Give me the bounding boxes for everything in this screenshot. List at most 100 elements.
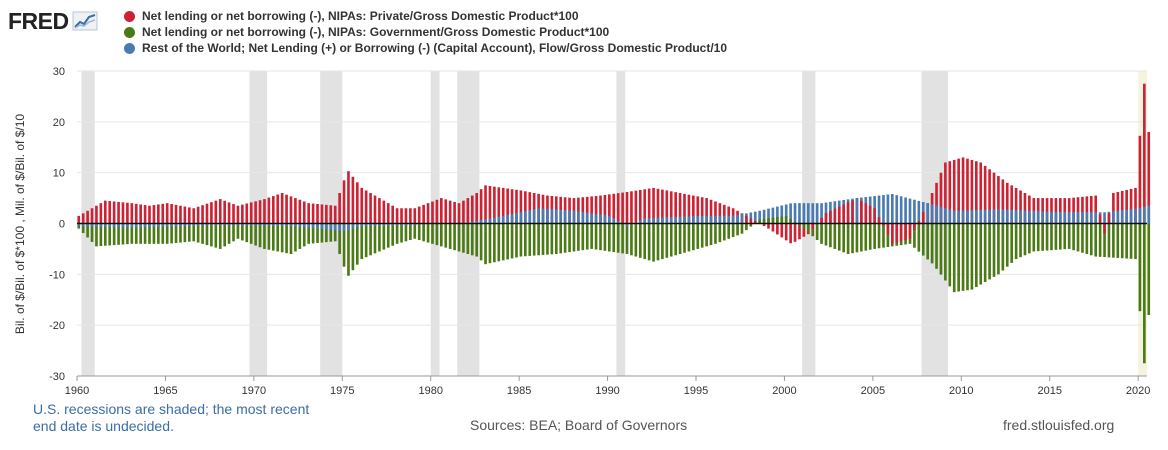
bar-rest-of-world: [139, 223, 142, 228]
bar-rest-of-world: [917, 200, 921, 224]
bar-government: [1050, 223, 1053, 251]
bar-rest-of-world: [1050, 211, 1053, 224]
bar-private: [1036, 198, 1040, 224]
bar-government: [563, 223, 567, 253]
bar-private: [793, 223, 797, 242]
fred-logo[interactable]: FRED: [8, 6, 98, 36]
bar-private: [904, 223, 907, 241]
bar-rest-of-world: [258, 223, 262, 226]
bar-rest-of-world: [391, 223, 395, 226]
bar-rest-of-world: [753, 211, 757, 224]
bar-government: [271, 223, 275, 251]
bar-private: [789, 223, 792, 244]
bar-government: [714, 223, 717, 244]
bar-government: [837, 223, 841, 251]
bar-rest-of-world: [400, 223, 403, 226]
bar-private: [957, 158, 960, 224]
bar-government: [806, 223, 810, 233]
bar-rest-of-world: [908, 198, 912, 224]
chart-bars: [77, 83, 1151, 364]
bar-private: [753, 220, 757, 224]
bar-rest-of-world: [608, 215, 611, 224]
bar-rest-of-world: [616, 220, 620, 224]
bar-government: [386, 223, 390, 248]
x-tick-label: 1995: [684, 385, 708, 397]
bar-private: [112, 201, 116, 224]
bar-private: [484, 185, 487, 224]
bar-rest-of-world: [585, 212, 589, 224]
bar-rest-of-world: [983, 209, 987, 224]
bar-rest-of-world: [1143, 206, 1146, 224]
bar-private: [470, 195, 474, 224]
bar-rest-of-world: [1112, 211, 1115, 224]
bar-government: [771, 217, 775, 224]
bar-private: [249, 202, 253, 224]
bar-government: [1005, 223, 1009, 267]
bar-government: [422, 223, 425, 242]
bar-private: [1085, 196, 1089, 224]
bar-government: [276, 223, 280, 252]
bar-rest-of-world: [325, 223, 328, 230]
bar-government: [316, 223, 319, 243]
bar-rest-of-world: [1010, 209, 1014, 224]
bar-private: [413, 208, 417, 224]
site-link[interactable]: fred.stlouisfed.org: [1003, 417, 1115, 433]
bar-rest-of-world: [1147, 205, 1151, 224]
bar-government: [608, 223, 611, 252]
bar-government: [590, 223, 593, 249]
bar-rest-of-world: [395, 223, 399, 226]
bar-private: [117, 201, 120, 224]
bar-government: [81, 223, 85, 234]
bar-government: [431, 223, 434, 244]
bar-private: [347, 171, 350, 224]
bar-private: [612, 193, 616, 224]
bar-government: [311, 223, 315, 244]
bar-rest-of-world: [254, 223, 257, 226]
bar-government: [979, 223, 983, 285]
bar-government: [873, 223, 876, 249]
bar-government: [1085, 223, 1089, 254]
bar-private: [979, 162, 983, 224]
bar-government: [1014, 223, 1018, 260]
bar-rest-of-world: [475, 220, 479, 224]
x-tick-label: 2010: [949, 385, 973, 397]
bar-rest-of-world: [479, 220, 483, 224]
bar-rest-of-world: [1094, 212, 1098, 224]
bar-private: [1112, 193, 1115, 224]
x-tick-label: 2000: [772, 385, 796, 397]
bar-private: [1129, 188, 1133, 224]
bar-private: [179, 205, 182, 224]
legend-item-rest-of-world[interactable]: Rest of the World; Net Lending (+) or Bo…: [124, 40, 727, 56]
bar-rest-of-world: [992, 209, 996, 224]
bar-rest-of-world: [776, 206, 779, 224]
x-tick-label: 1965: [153, 385, 177, 397]
bar-rest-of-world: [1045, 211, 1049, 224]
bar-rest-of-world: [214, 223, 218, 226]
bar-private: [245, 203, 249, 224]
bar-rest-of-world: [143, 223, 147, 228]
legend-item-government[interactable]: Net lending or net borrowing (-), NIPAs:…: [124, 24, 727, 40]
bar-government: [1059, 223, 1062, 250]
bar-private: [961, 157, 965, 224]
bar-private: [784, 223, 788, 241]
bar-government: [108, 223, 112, 246]
bar-private: [572, 198, 576, 224]
bar-rest-of-world: [1076, 212, 1080, 224]
bar-private: [1103, 223, 1106, 234]
bar-government: [789, 219, 792, 224]
bar-private: [1050, 198, 1053, 224]
bar-rest-of-world: [174, 223, 178, 227]
bar-private: [395, 208, 399, 224]
bar-government: [864, 223, 868, 251]
legend-item-private[interactable]: Net lending or net borrowing (-), NIPAs:…: [124, 8, 727, 24]
bar-government: [952, 223, 956, 293]
bar-private: [599, 195, 602, 224]
bar-government: [944, 223, 947, 281]
bar-private: [157, 204, 160, 224]
bar-rest-of-world: [975, 210, 978, 224]
bar-rest-of-world: [665, 217, 669, 224]
bar-rest-of-world: [497, 216, 501, 224]
legend-swatch-government: [124, 26, 135, 38]
bar-government: [519, 223, 523, 257]
